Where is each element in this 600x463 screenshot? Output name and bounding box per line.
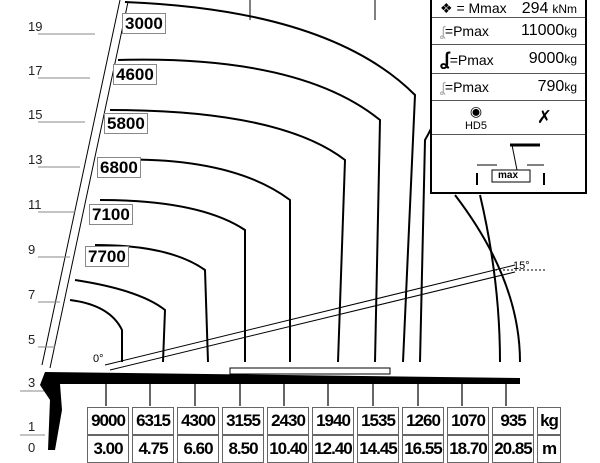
spec-row-pmax: ʆ=Pmax 9000kg xyxy=(432,45,585,74)
outrigger-diagram: max xyxy=(432,135,585,193)
no-personnel-icon: ✗ xyxy=(536,107,553,127)
axis-label: 7 xyxy=(28,287,36,302)
hook-light-icon: ʆ xyxy=(440,79,445,95)
spec-row-icons: ◉ HD5 ✗ xyxy=(432,101,585,135)
axis-label: 15 xyxy=(28,107,43,122)
load-cell: 6315 xyxy=(132,407,174,435)
load-cell: 935 xyxy=(492,407,534,435)
boom-load-label: 5800 xyxy=(104,113,148,134)
load-curve xyxy=(454,194,521,363)
spec-row-pmax: ʆ=Pmax 11000kg xyxy=(432,18,585,45)
load-curve xyxy=(69,299,123,362)
boom-15-degree-outline xyxy=(104,264,516,371)
load-cell: 1070 xyxy=(447,407,489,435)
hook-light-icon: ʆ xyxy=(440,23,445,39)
axis-label: 13 xyxy=(28,152,43,167)
unit-cell: kg xyxy=(537,407,561,435)
load-curve xyxy=(124,1,417,363)
spec-label: =Pmax xyxy=(449,51,494,68)
reach-cell: 20.85 xyxy=(492,435,534,463)
load-table: 9000 6315 4300 3155 2430 1940 1535 1260 1070 935 k… xyxy=(84,407,564,463)
axis-label: 0 xyxy=(28,440,36,455)
load-curve xyxy=(99,199,246,362)
outrigger-icon xyxy=(476,143,545,185)
crane-boom xyxy=(40,372,520,450)
boom-extension xyxy=(229,367,391,375)
hook-icon: ʆ xyxy=(440,48,450,69)
table-row-kg: 9000 6315 4300 3155 2430 1940 1535 1260 1070 935 k… xyxy=(87,407,561,435)
spec-unit: kg xyxy=(564,52,577,66)
winch-icon: ◉ xyxy=(469,103,483,119)
reach-cell: 14.45 xyxy=(357,435,399,463)
hd-label: HD5 xyxy=(464,120,487,132)
axis-label: 11 xyxy=(28,197,42,212)
crane-load-chart: 19 17 15 13 11 9 7 5 3 1 0 3000 4600 580… xyxy=(20,0,587,463)
reach-cell: 6.60 xyxy=(177,435,219,463)
reach-cell: 3.00 xyxy=(87,435,129,463)
load-curve xyxy=(117,58,382,363)
load-curve xyxy=(74,279,167,363)
boom-raised-outline xyxy=(41,0,129,369)
table-row-m: 3.00 4.75 6.60 8.50 10.40 12.40 14.45 16.55 18.7… xyxy=(87,435,561,463)
load-cell: 1535 xyxy=(357,407,399,435)
reach-cell: 16.55 xyxy=(402,435,444,463)
spec-value: 790 xyxy=(537,78,565,95)
axis-label: 3 xyxy=(28,375,36,390)
spec-value: 11000 xyxy=(521,22,565,39)
spec-label: = Mmax xyxy=(456,0,507,16)
reach-cell: 8.50 xyxy=(222,435,264,463)
load-curve xyxy=(94,244,209,363)
angle-label: 0° xyxy=(93,353,104,365)
max-label: max xyxy=(498,170,519,181)
spec-unit: kg xyxy=(564,24,577,38)
axis-label: 9 xyxy=(28,242,36,257)
axis-label: 1 xyxy=(28,419,36,434)
spec-label: =Pmax xyxy=(444,79,489,95)
load-cell: 2430 xyxy=(267,407,309,435)
spec-unit: kg xyxy=(564,80,577,94)
load-cell: 1940 xyxy=(312,407,354,435)
load-cell: 3155 xyxy=(222,407,264,435)
load-cell: 1260 xyxy=(402,407,444,435)
moment-icon: ❖ xyxy=(440,0,453,16)
reach-cell: 4.75 xyxy=(132,435,174,463)
boom-load-label: 3000 xyxy=(122,13,166,34)
spec-row-pmax: ʆ=Pmax 790kg xyxy=(432,74,585,101)
boom-load-label: 7100 xyxy=(89,204,133,225)
axis-label: 19 xyxy=(28,19,43,34)
spec-unit: kNm xyxy=(552,1,577,16)
load-curves xyxy=(20,0,545,450)
spec-box: ❖ = Mmax 294 kNm ʆ=Pmax 11000kg ʆ=Pmax 9000… xyxy=(430,0,587,194)
unit-cell: m xyxy=(537,435,561,463)
boom-load-label: 6800 xyxy=(97,157,141,178)
load-curve xyxy=(104,158,291,362)
boom-load-label: 7700 xyxy=(85,246,129,267)
reach-cell: 10.40 xyxy=(267,435,309,463)
reach-cell: 18.70 xyxy=(447,435,489,463)
spec-value: 9000 xyxy=(528,50,565,67)
axis-label: 5 xyxy=(28,332,36,347)
load-curve xyxy=(109,109,347,363)
reach-cell: 12.40 xyxy=(312,435,354,463)
angle-label: 15° xyxy=(513,260,530,272)
load-cell: 9000 xyxy=(87,407,129,435)
boom-load-label: 4600 xyxy=(113,64,157,85)
spec-value: 294 xyxy=(521,0,549,17)
axis-label: 17 xyxy=(28,63,43,78)
load-cell: 4300 xyxy=(177,407,219,435)
spec-label: =Pmax xyxy=(444,23,489,39)
spec-row-mmax: ❖ = Mmax 294 kNm xyxy=(432,0,585,18)
load-curve xyxy=(479,194,501,363)
